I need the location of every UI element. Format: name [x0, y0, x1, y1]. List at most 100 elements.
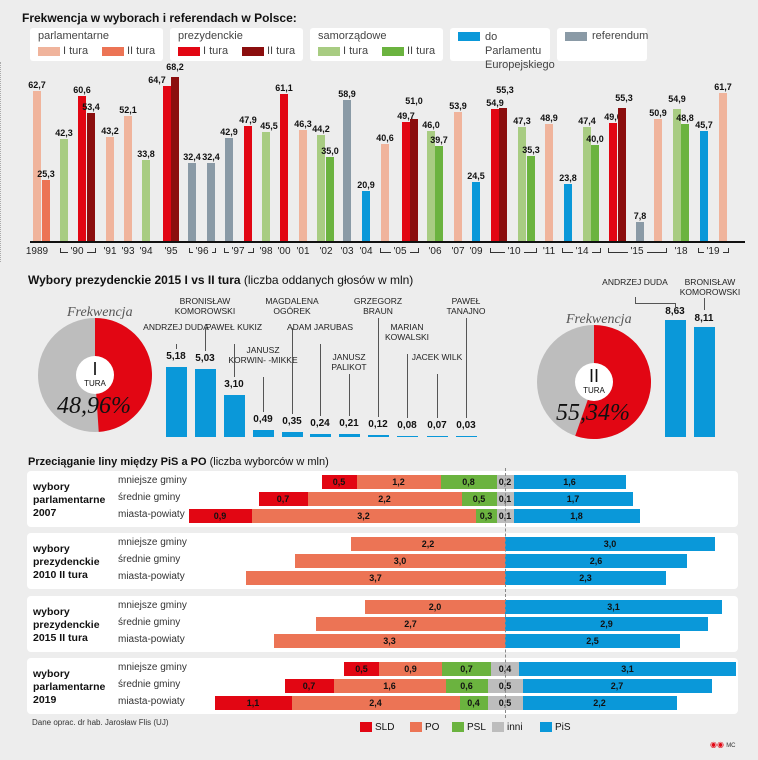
bar: [343, 99, 351, 241]
donut-hole: [575, 363, 613, 401]
candidate-bar: [427, 435, 448, 437]
swatch: [360, 722, 372, 733]
turnout-donut: [38, 318, 152, 432]
segment-psl: 0,6: [445, 679, 488, 693]
legend-presidential: prezydenckie I tura II tura: [170, 28, 303, 61]
turnout-percent: 48,96%: [57, 393, 131, 419]
segment-pis: 3,0: [505, 537, 715, 551]
group-title: wybory prezydenckie 2015 II tura: [33, 606, 100, 644]
bar-value-label: 20,9: [357, 179, 375, 190]
bar-value-label: 51,0: [405, 95, 423, 106]
turnout-percent: 55,34%: [556, 400, 630, 426]
legend-text: PiS: [555, 722, 571, 733]
leader-line: [675, 303, 676, 308]
bar-value-label: 55,3: [496, 85, 514, 96]
bar-value-label: 45,5: [260, 120, 278, 131]
round-number: I: [92, 359, 98, 379]
bar: [472, 182, 480, 241]
segment-pis: 2,7: [522, 679, 712, 693]
year-label: '97: [231, 246, 245, 257]
bar: [42, 180, 50, 241]
leader-line: [263, 377, 264, 413]
bar: [527, 156, 535, 241]
candidate-value: 0,21: [339, 418, 359, 430]
legend-item: II tura: [102, 45, 155, 57]
segment-po: 2,2: [351, 537, 505, 551]
bar: [33, 90, 41, 241]
candidate-value: 0,07: [427, 419, 447, 431]
swatch: [382, 46, 404, 56]
legend-label: samorządowe: [318, 30, 387, 42]
bar-value-label: 43,2: [101, 126, 119, 137]
legend-local: samorządowe I tura II tura: [310, 28, 443, 61]
candidate-bar: [282, 432, 303, 437]
swatch: [242, 46, 264, 56]
bar: [518, 127, 526, 241]
bar: [545, 123, 553, 241]
year-label: '93: [121, 246, 135, 257]
legend-item: I tura: [178, 45, 228, 57]
swatch: [458, 32, 480, 41]
bar-value-label: 49,7: [397, 110, 415, 121]
row-label: mniejsze gminy: [118, 600, 187, 611]
bar: [654, 118, 662, 241]
candidate-bar: [195, 368, 216, 437]
year-label: '96: [195, 246, 209, 257]
donut-turnout-slice: [95, 318, 152, 432]
swatch: [410, 722, 422, 733]
bar-value-label: 47,4: [578, 116, 596, 127]
segment-pis: 2,2: [522, 696, 677, 710]
year-bracket: [212, 248, 216, 253]
bar: [564, 183, 572, 241]
segment-sld: 0,7: [284, 679, 334, 693]
title-text: Przeciąganie liny między PiS a PO: [28, 456, 207, 468]
round-label: TURA: [583, 386, 605, 395]
source-note: Dane oprac. dr hab. Jarosław Flis (UJ): [32, 718, 169, 727]
legend-text: do Parlamentu Europejskiego: [485, 31, 555, 71]
title-text: Wybory prezydenckie 2015 I vs II tura: [28, 273, 241, 287]
legend-text: II tura: [127, 45, 156, 57]
legend-text: I tura: [343, 45, 369, 57]
candidate-name: GRZEGORZ BRAUN: [353, 296, 403, 316]
candidate-name: MAGDALENA OGÓREK: [265, 296, 319, 316]
bar: [491, 109, 499, 241]
candidate-bar: [224, 394, 245, 437]
year-label: '01: [296, 246, 310, 257]
legend-text: II tura: [267, 45, 296, 57]
segment-sld: 1,1: [214, 696, 292, 710]
leader-line: [349, 374, 350, 417]
legend-text: PSL: [467, 722, 486, 733]
bar: [583, 127, 591, 241]
bar-value-label: 42,3: [55, 128, 73, 139]
bar-value-label: 47,9: [239, 115, 257, 126]
bar: [188, 163, 196, 241]
leader-line: [320, 344, 321, 416]
legend-item-inni: inni: [492, 722, 523, 733]
leader-line: [292, 328, 293, 415]
bar: [60, 139, 68, 241]
round-label: TURA: [84, 379, 106, 388]
bar: [410, 118, 418, 241]
bar: [326, 157, 334, 241]
bar-value-label: 61,1: [275, 83, 293, 94]
row-label: średnie gminy: [118, 679, 181, 690]
bar: [435, 145, 443, 241]
row-label: miasta-powiaty: [118, 634, 185, 645]
subtitle-text: (liczba oddanych głosów w mln): [243, 273, 414, 287]
legend-parliamentary: parlamentarne I tura II tura: [30, 28, 163, 61]
row-label: średnie gminy: [118, 554, 181, 565]
year-bracket: [562, 248, 573, 253]
bar: [207, 163, 215, 241]
year-bracket: [723, 248, 729, 253]
bar: [618, 108, 626, 241]
candidate-name: PAWEŁ KUKIZ: [205, 322, 263, 332]
bar: [454, 111, 462, 241]
legend-label: prezydenckie: [178, 30, 243, 42]
segment-sld: 0,5: [321, 475, 357, 489]
row-label: miasta-powiaty: [118, 571, 185, 582]
row-label: mniejsze gminy: [118, 537, 187, 548]
swatch: [38, 46, 60, 56]
year-label: '14: [575, 246, 589, 257]
candidate-value: 0,12: [368, 419, 388, 431]
tug-title: Przeciąganie liny między PiS a PO (liczb…: [28, 456, 329, 468]
